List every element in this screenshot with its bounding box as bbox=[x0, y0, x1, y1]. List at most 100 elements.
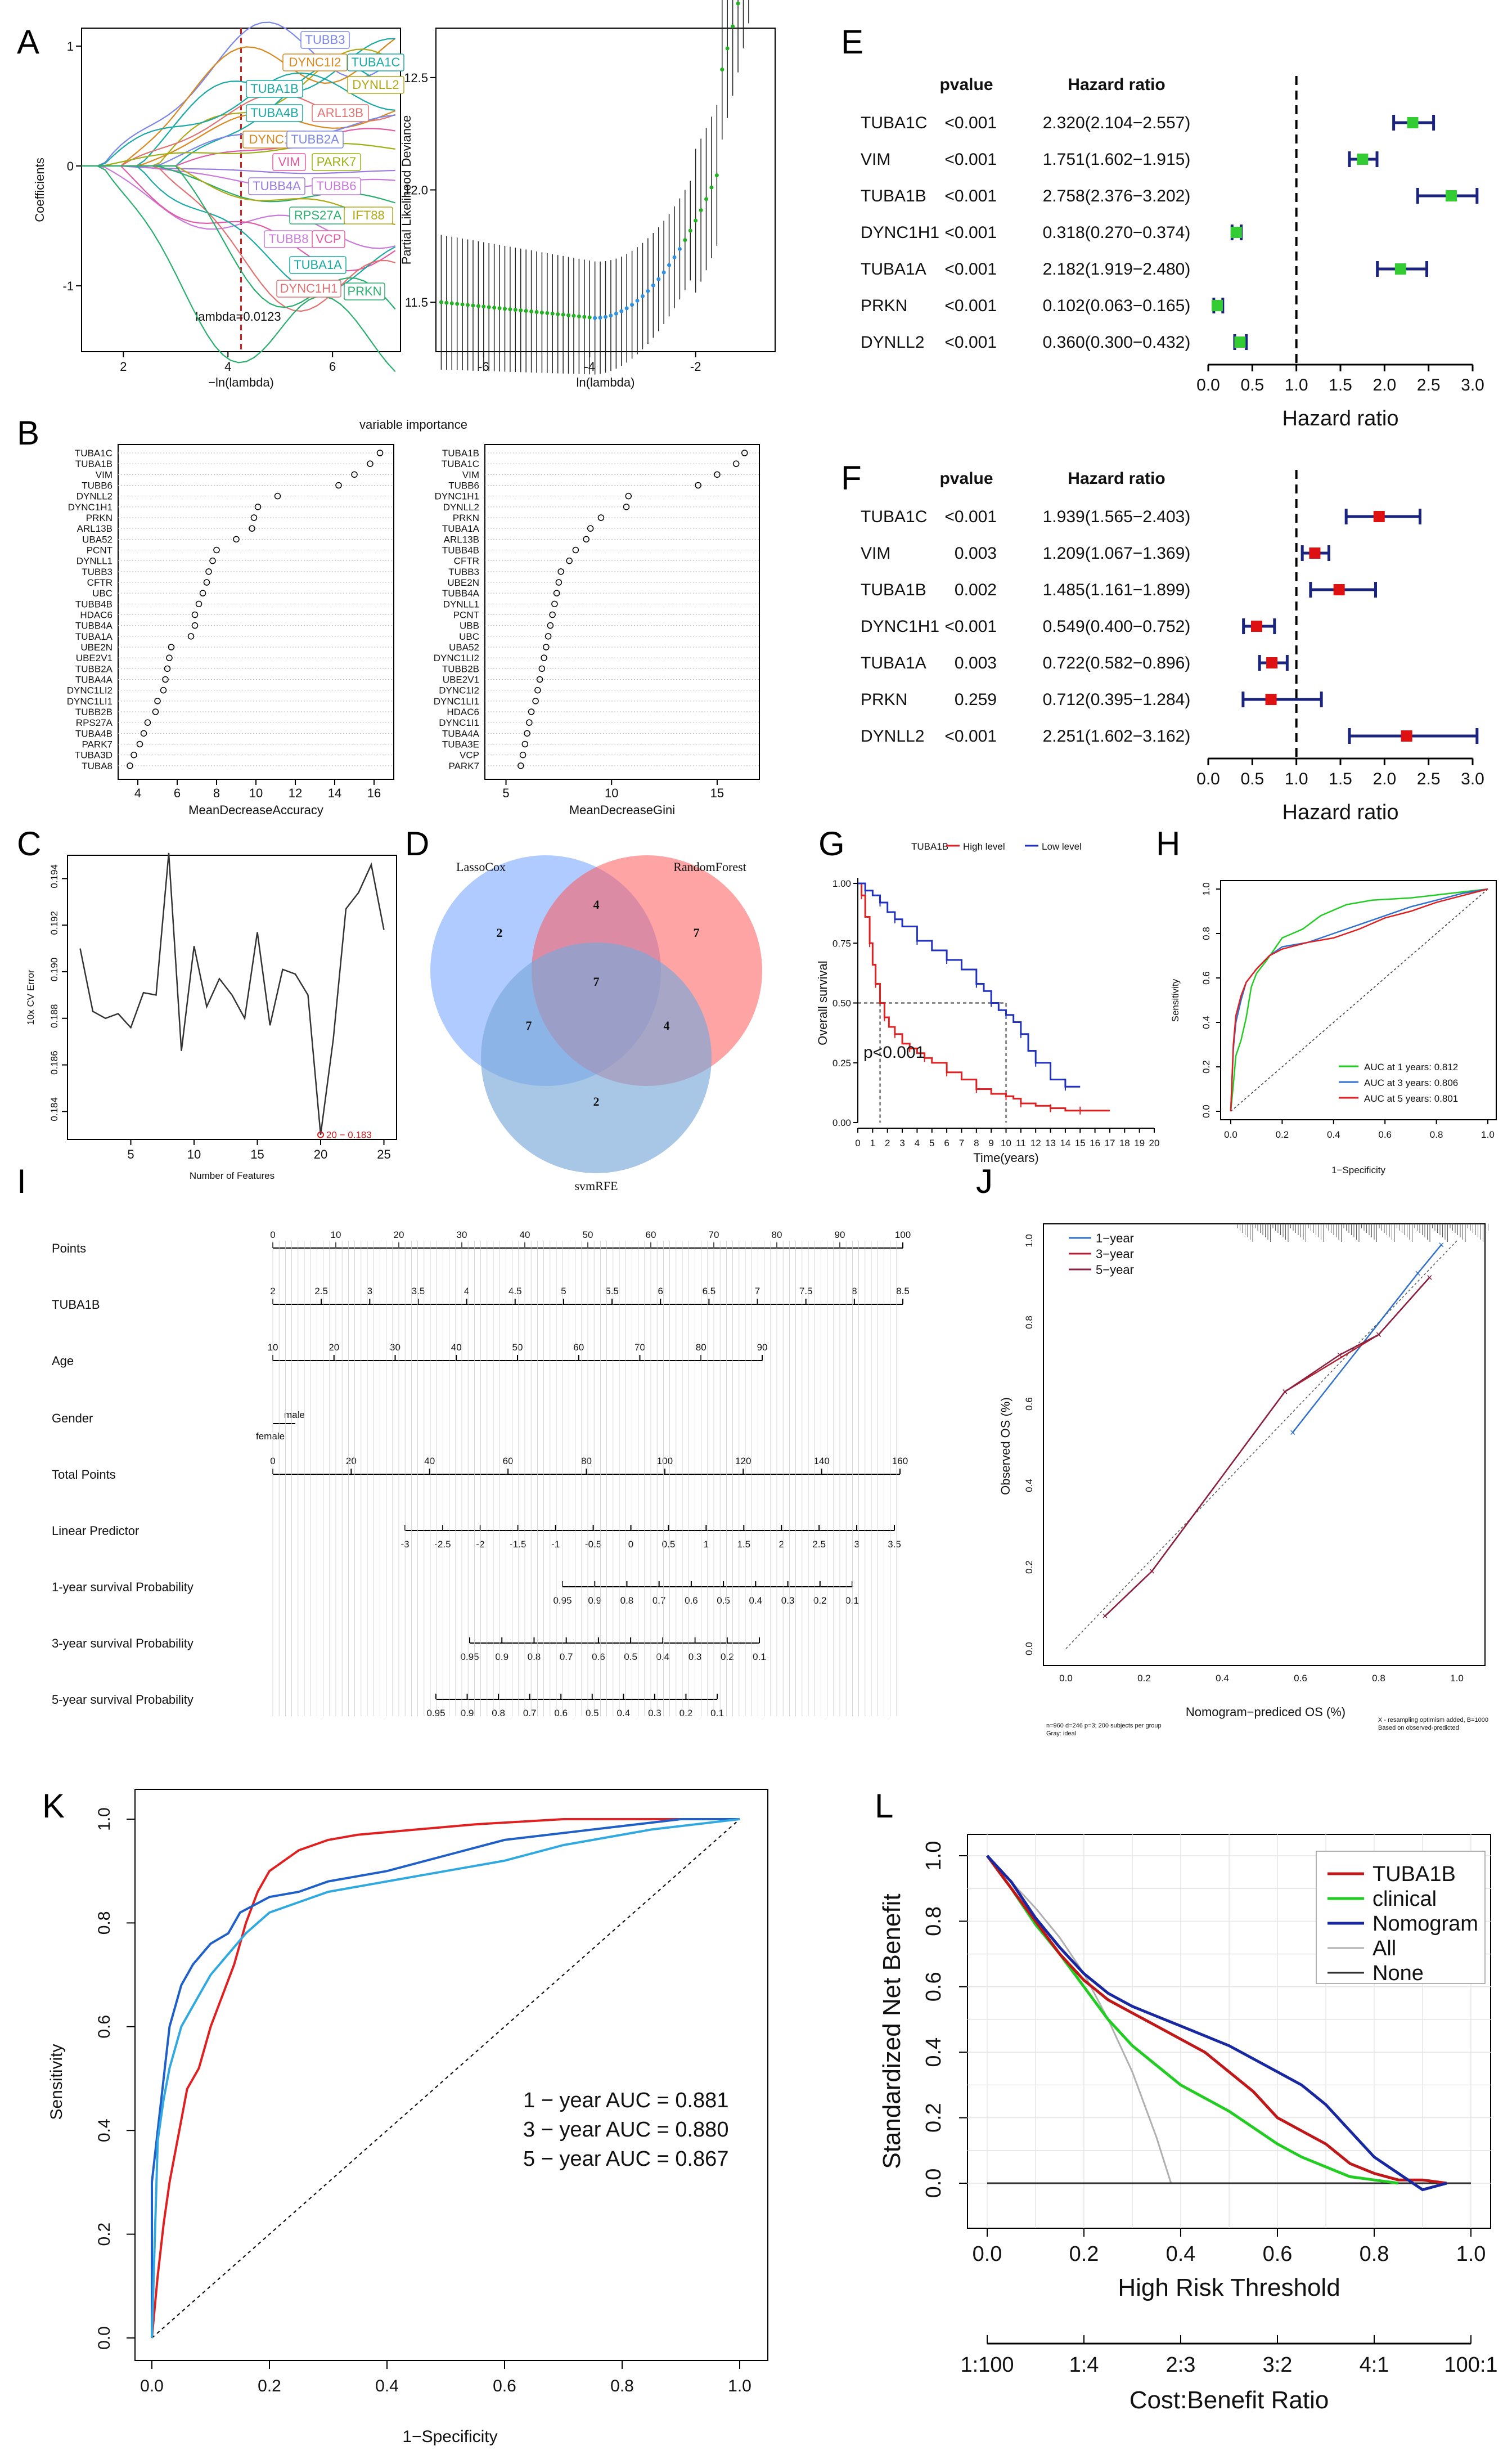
importance-point bbox=[547, 622, 554, 629]
x-tick-label: 5 bbox=[929, 1138, 934, 1148]
pvalue-cell: <0.001 bbox=[944, 260, 997, 279]
y-tick-label: 0.00 bbox=[832, 1117, 851, 1128]
hr-marker bbox=[1394, 263, 1406, 275]
x-axis-label: 1−Specificity bbox=[1331, 1165, 1385, 1175]
roc-curve bbox=[151, 1818, 740, 2339]
nomogram-row-label: Gender bbox=[52, 1411, 93, 1425]
nomogram-tick-label: 3.5 bbox=[888, 1539, 901, 1550]
y-tick-label: 0.4 bbox=[1024, 1479, 1034, 1492]
importance-point bbox=[367, 460, 374, 467]
hr-cell: 0.102(0.063−0.165) bbox=[1043, 297, 1191, 315]
auc-annotation: 3 − year AUC = 0.880 bbox=[523, 2118, 728, 2142]
nomogram-tick-label: 0.1 bbox=[710, 1708, 724, 1718]
gene-label-box bbox=[246, 80, 303, 98]
importance-point bbox=[209, 557, 216, 564]
pvalue-text: p<0.001 bbox=[863, 1043, 925, 1062]
coef-path bbox=[82, 165, 396, 372]
y-tick-label: 0.6 bbox=[922, 1972, 946, 2001]
gene-name: DYNLL2 bbox=[861, 333, 924, 352]
dca-curve bbox=[986, 1855, 1447, 2185]
x-axis-label: Hazard ratio bbox=[1282, 407, 1399, 430]
cv-point bbox=[720, 68, 724, 72]
hr-marker bbox=[1234, 336, 1246, 348]
gene-label: PARK7 bbox=[317, 155, 357, 169]
auc-annotation: 5 − year AUC = 0.867 bbox=[523, 2147, 728, 2171]
y-tick-label: 0.188 bbox=[49, 1004, 60, 1028]
y-tick-label: 0.192 bbox=[49, 911, 60, 935]
importance-point bbox=[164, 665, 171, 672]
cv-point bbox=[497, 306, 502, 311]
x-tick-label: 1.0 bbox=[728, 2377, 752, 2395]
cv-point bbox=[593, 316, 597, 320]
gene-label: TUBB3 bbox=[448, 567, 479, 577]
cv-point bbox=[502, 307, 507, 311]
panel-k-roc: 0.0 0.2 0.4 0.6 0.8 1.0 0.0 0.2 0.4 0.6 0.8 1.0 1−Sp… bbox=[47, 1789, 768, 2446]
calibration-point: × bbox=[1415, 1268, 1421, 1279]
y-tick-label: 0.0 bbox=[95, 2326, 114, 2350]
x2-tick-label: 100:1 bbox=[1444, 2353, 1497, 2377]
panel-e-forest: pvalue Hazard ratio TUBA1C <0.001 2.320(2.10… bbox=[861, 75, 1484, 430]
importance-point bbox=[166, 654, 173, 661]
x-tick-label: 3.0 bbox=[1461, 770, 1484, 788]
x-tick-label: 0.4 bbox=[1327, 1129, 1340, 1140]
gene-label: TUBB3 bbox=[305, 33, 345, 47]
y-tick-label: 0.4 bbox=[922, 2037, 946, 2067]
venn-set-label: LassoCox bbox=[456, 860, 506, 874]
pvalue-header: pvalue bbox=[939, 469, 993, 488]
nomogram-tick-label: -2.5 bbox=[434, 1539, 451, 1550]
x-axis-label: Time(years) bbox=[973, 1151, 1039, 1165]
gene-label: TUBB4A bbox=[442, 588, 480, 599]
nomogram-tick-label: 0.6 bbox=[592, 1651, 605, 1662]
panel-letter-f: F bbox=[841, 459, 862, 497]
y-axis-label: 10x CV Error bbox=[25, 970, 36, 1025]
gene-label: TUBB2A bbox=[291, 132, 339, 146]
legend-label: AUC at 5 years: 0.801 bbox=[1364, 1093, 1458, 1104]
importance-point bbox=[528, 708, 535, 715]
panel-letter-a: A bbox=[17, 23, 39, 61]
x-tick-label: 12 bbox=[289, 786, 302, 800]
y-tick-label: 0.4 bbox=[95, 2119, 114, 2142]
importance-point bbox=[250, 514, 258, 521]
x-tick-label: 6 bbox=[174, 786, 181, 800]
panel-a-cv-deviance: -6 -4 -211.512.012.5ln(lambda)Partial Like… bbox=[399, 0, 776, 389]
x-tick-label: 0.4 bbox=[1166, 2242, 1196, 2266]
x-axis-label: MeanDecreaseAccuracy bbox=[188, 803, 323, 817]
x-axis-label: −ln(lambda) bbox=[208, 375, 274, 389]
venn-set-label: RandomForest bbox=[673, 860, 746, 874]
rfe-frame bbox=[67, 855, 397, 1140]
venn-set-label: svmRFE bbox=[574, 1179, 618, 1193]
gene-label: UBC bbox=[459, 631, 479, 642]
x-tick-label: 6 bbox=[944, 1138, 949, 1148]
nomogram-tick-label: 60 bbox=[503, 1456, 514, 1466]
nomogram-tick-label: 2 bbox=[778, 1539, 784, 1550]
y-tick-label: 0.6 bbox=[1024, 1397, 1034, 1411]
importance-point bbox=[191, 622, 199, 629]
x-tick-label: 10 bbox=[187, 1147, 201, 1161]
calibration-point: × bbox=[1426, 1272, 1433, 1283]
gene-label-box bbox=[282, 53, 348, 71]
cv-point bbox=[731, 24, 735, 29]
km-curve bbox=[858, 882, 1081, 1088]
nomogram-tick-label: 40 bbox=[424, 1456, 435, 1466]
x-tick-label: 0.5 bbox=[1240, 770, 1264, 788]
nomogram-tick-label: 0.5 bbox=[586, 1708, 599, 1718]
importance-point bbox=[521, 740, 529, 748]
gene-label-box bbox=[300, 31, 350, 49]
importance-point bbox=[543, 644, 550, 650]
gene-name: DYNC1H1 bbox=[861, 223, 939, 242]
y-axis-label: Sensitivity bbox=[1170, 979, 1181, 1022]
panel-g-km: 0 1 2 3 4 5 6 7 8 9 10 11 12 13 14 15 16 17 18 19 200.000.25… bbox=[816, 841, 1159, 1165]
coef-path bbox=[82, 165, 395, 174]
gene-label: CFTR bbox=[87, 577, 112, 588]
cv-point bbox=[587, 315, 592, 320]
cv-point bbox=[519, 308, 523, 313]
y-axis-label: Coefficients bbox=[33, 158, 47, 222]
y-tick-label: 1.0 bbox=[1024, 1234, 1034, 1247]
cv-point bbox=[534, 310, 539, 315]
gene-label-box bbox=[312, 177, 361, 195]
pvalue-cell: <0.001 bbox=[944, 617, 997, 636]
nomogram-tick-label: female bbox=[256, 1431, 285, 1442]
cv-point bbox=[667, 263, 672, 267]
importance-point bbox=[557, 568, 564, 575]
